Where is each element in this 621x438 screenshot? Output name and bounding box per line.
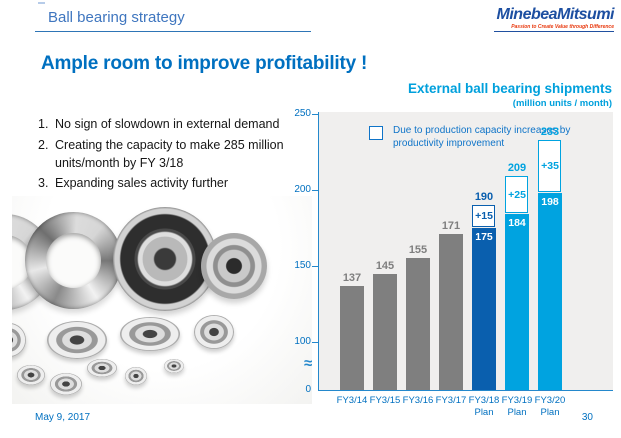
bullet-text: Creating the capacity to make 285 millio… bbox=[55, 137, 284, 170]
bearing-tiny-3 bbox=[87, 359, 117, 377]
y-tick-mark bbox=[312, 265, 319, 267]
total-label: 190 bbox=[474, 191, 494, 204]
x-axis-label: FY3/18 Plan bbox=[464, 395, 504, 419]
bearing-tiny-4 bbox=[125, 367, 147, 385]
y-tick-mark bbox=[312, 189, 319, 191]
bullet-item-3: 3. Expanding sales activity further bbox=[38, 175, 326, 193]
y-tick-label: 150 bbox=[294, 260, 311, 271]
bearing-mid-3 bbox=[194, 315, 234, 349]
chart-bar bbox=[472, 228, 496, 390]
footer-date: May 9, 2017 bbox=[35, 412, 91, 423]
bullet-number: 3. bbox=[38, 176, 49, 191]
x-axis-label: FY3/19 Plan bbox=[497, 395, 537, 419]
bar-value-label: 145 bbox=[375, 259, 395, 272]
chart-bar bbox=[505, 214, 529, 390]
bar-value-label: 198 bbox=[541, 196, 559, 209]
bullet-text: No sign of slowdown in external demand bbox=[55, 117, 280, 131]
x-axis-label: FY3/14 bbox=[332, 395, 372, 407]
increase-label: +35 bbox=[541, 159, 559, 172]
chart-bar bbox=[439, 234, 463, 390]
bullet-text: Expanding sales activity further bbox=[55, 176, 229, 191]
header-rule bbox=[35, 31, 311, 32]
x-axis-label: FY3/16 bbox=[398, 395, 438, 407]
bar-value-label: 171 bbox=[441, 220, 461, 233]
x-axis-label: FY3/15 bbox=[365, 395, 405, 407]
header-accent-tick bbox=[38, 2, 45, 4]
x-axis-label-line: Plan bbox=[474, 406, 494, 418]
y-tick-label: 200 bbox=[294, 184, 311, 195]
increase-box bbox=[505, 176, 528, 214]
chart-bar bbox=[340, 285, 364, 390]
bar-value-label: 137 bbox=[342, 271, 362, 284]
x-axis-label-line: FY3/18 bbox=[468, 395, 500, 406]
y-tick-mark bbox=[312, 341, 319, 343]
total-label: 209 bbox=[507, 162, 527, 175]
legend-swatch-icon bbox=[369, 126, 383, 140]
x-axis-label-line: FY3/16 bbox=[402, 395, 434, 406]
bearing-tiny-2 bbox=[50, 373, 82, 395]
bar-value-label: 175 bbox=[475, 231, 493, 243]
chart-bar bbox=[373, 273, 397, 390]
bar-value-label: 184 bbox=[508, 217, 526, 230]
y-tick-label: 0 bbox=[305, 384, 311, 395]
chart-legend: Due to production capacity increases by … bbox=[369, 125, 598, 150]
bearing-mid-2 bbox=[120, 317, 180, 351]
increase-box bbox=[538, 139, 561, 193]
bullet-list: 1. No sign of slowdown in external deman… bbox=[38, 116, 326, 196]
increase-box bbox=[472, 205, 495, 227]
bearing-sealed-right bbox=[201, 233, 267, 299]
chart-subtitle: (million units / month) bbox=[512, 97, 612, 109]
increase-label: +15 bbox=[475, 210, 493, 223]
y-tick-label: 100 bbox=[294, 336, 311, 347]
logo-wordmark: MinebeaMitsumi bbox=[496, 6, 615, 23]
bullet-number: 2. bbox=[38, 137, 49, 152]
bearing-small-edge bbox=[12, 323, 26, 357]
total-label: 233 bbox=[540, 125, 560, 138]
x-axis-label-line: FY3/17 bbox=[435, 395, 467, 406]
page-number: 30 bbox=[581, 412, 593, 423]
y-tick-mark bbox=[312, 113, 319, 115]
chart-plot: Due to production capacity increases by … bbox=[294, 108, 613, 418]
bullet-item-1: 1. No sign of slowdown in external deman… bbox=[38, 116, 326, 134]
axis-break-icon: ≈ bbox=[304, 355, 313, 372]
x-axis-label: FY3/17 bbox=[431, 395, 471, 407]
logo-rule bbox=[494, 31, 614, 32]
x-axis-label: FY3/20 Plan bbox=[530, 395, 570, 419]
slide-title: Ample room to improve profitability ! bbox=[41, 53, 368, 74]
legend-label: Due to production capacity increases by … bbox=[393, 125, 571, 149]
bearing-mid-1 bbox=[47, 321, 107, 359]
bearing-tiny-5 bbox=[164, 359, 184, 373]
chart-bar bbox=[406, 258, 430, 390]
chart-title: External ball bearing shipments bbox=[407, 81, 612, 96]
x-axis-label-line: Plan bbox=[507, 406, 527, 418]
ball-bearings-photo bbox=[12, 196, 312, 404]
bearing-shielded-large bbox=[113, 207, 217, 311]
y-tick-label: 250 bbox=[294, 108, 311, 119]
bearing-ring-large bbox=[25, 212, 122, 309]
x-axis-label-line: FY3/20 bbox=[534, 395, 566, 406]
x-axis-label-line: FY3/15 bbox=[369, 395, 401, 406]
x-axis-label-line: Plan bbox=[540, 406, 560, 418]
increase-label: +25 bbox=[508, 189, 526, 202]
bullet-number: 1. bbox=[38, 117, 49, 131]
header-title: Ball bearing strategy bbox=[48, 9, 185, 26]
company-logo: MinebeaMitsumi Passion to Create Value t… bbox=[494, 6, 615, 32]
bar-value-label: 155 bbox=[408, 244, 428, 257]
chart-bar bbox=[538, 193, 562, 390]
logo-tagline: Passion to Create Value through Differen… bbox=[511, 24, 614, 30]
bullet-item-2: 2. Creating the capacity to make 285 mil… bbox=[38, 137, 326, 173]
x-axis-label-line: FY3/14 bbox=[336, 395, 368, 406]
x-axis-label-line: FY3/19 bbox=[501, 395, 533, 406]
bearing-tiny-1 bbox=[17, 365, 45, 385]
chart-header: External ball bearing shipments (million… bbox=[407, 81, 612, 109]
